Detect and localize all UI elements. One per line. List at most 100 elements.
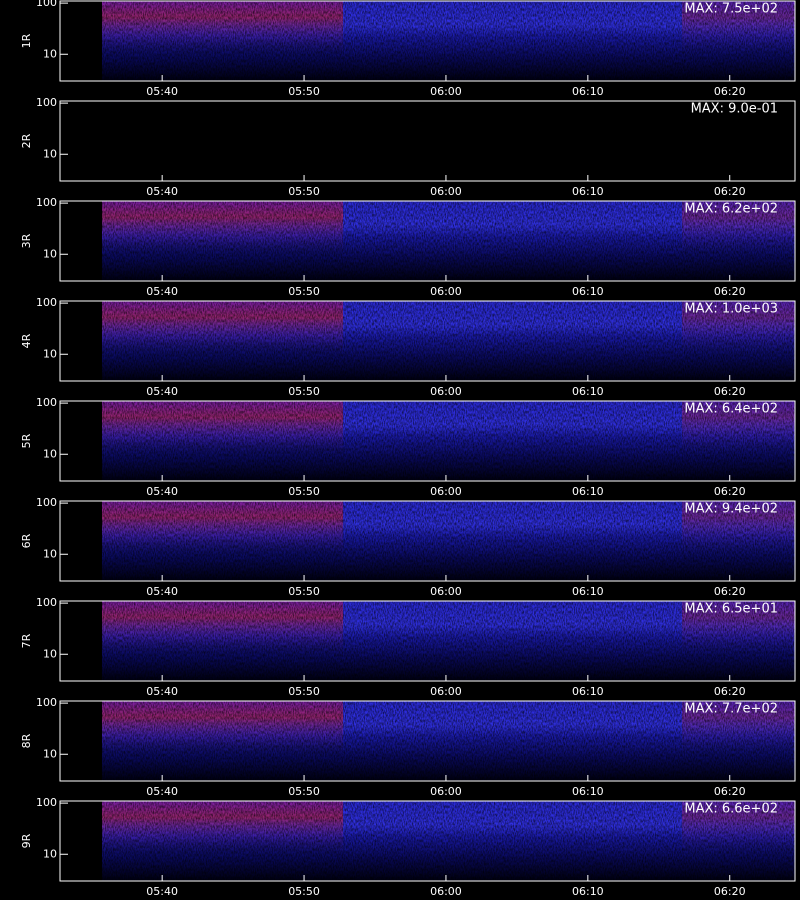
y-tick-label: 100 <box>36 0 57 9</box>
x-tick-label: 05:50 <box>288 785 320 798</box>
spectrogram-texture <box>102 601 795 681</box>
max-annotation: MAX: 7.7e+02 <box>684 702 778 717</box>
x-tick-label: 06:20 <box>714 885 746 898</box>
x-tick-label: 05:40 <box>146 285 178 298</box>
panel: 10 100 05:40 05:50 06:00 06:10 06:20 3R MAX: 6.2… <box>20 196 796 298</box>
y-tick-label: 10 <box>43 747 57 760</box>
spectrogram-texture <box>102 1 795 81</box>
max-annotation: MAX: 6.2e+02 <box>684 202 778 217</box>
y-axis-label: 8R <box>20 733 33 748</box>
x-tick-label: 06:00 <box>430 585 462 598</box>
max-annotation: MAX: 6.4e+02 <box>684 402 778 417</box>
y-tick-label: 10 <box>43 447 57 460</box>
y-tick-label: 100 <box>36 396 57 409</box>
spectrogram-texture <box>102 401 795 481</box>
y-tick-label: 100 <box>36 596 57 609</box>
y-axis-label: 1R <box>20 33 33 48</box>
max-annotation: MAX: 6.5e+01 <box>684 602 778 617</box>
x-tick-label: 06:00 <box>430 785 462 798</box>
y-axis-label: 6R <box>20 533 33 548</box>
x-tick-label: 06:10 <box>572 885 604 898</box>
x-tick-label: 06:10 <box>572 385 604 398</box>
plot-frame <box>59 100 796 182</box>
x-tick-label: 06:20 <box>714 185 746 198</box>
x-tick-label: 06:00 <box>430 385 462 398</box>
max-annotation: MAX: 6.6e+02 <box>684 802 778 817</box>
x-tick-label: 06:20 <box>714 285 746 298</box>
spectrogram-texture <box>102 801 795 881</box>
spectrogram-texture <box>102 301 795 381</box>
x-tick-label: 06:10 <box>572 685 604 698</box>
y-tick-label: 10 <box>43 647 57 660</box>
plot-area <box>60 101 795 181</box>
panel: 10 100 05:40 05:50 06:00 06:10 06:20 6R MAX: 9.4… <box>20 496 796 598</box>
y-tick-label: 100 <box>36 796 57 809</box>
plot-frame <box>59 500 796 582</box>
x-tick-label: 06:00 <box>430 285 462 298</box>
y-axis-label: 2R <box>20 133 33 148</box>
max-annotation: MAX: 9.0e-01 <box>691 102 778 117</box>
x-tick-label: 05:50 <box>288 685 320 698</box>
plot-frame <box>59 0 796 82</box>
plot-frame <box>59 700 796 782</box>
y-tick-label: 100 <box>36 296 57 309</box>
y-axis-label: 3R <box>20 233 33 248</box>
y-tick-label: 100 <box>36 196 57 209</box>
x-tick-label: 06:20 <box>714 485 746 498</box>
panel: 10 100 05:40 05:50 06:00 06:10 06:20 2R MAX: 9.0… <box>20 96 796 198</box>
y-axis-label: 7R <box>20 633 33 648</box>
x-tick-label: 06:20 <box>714 785 746 798</box>
plot-frame <box>59 800 796 882</box>
x-tick-label: 06:00 <box>430 885 462 898</box>
x-tick-label: 05:50 <box>288 485 320 498</box>
x-tick-label: 05:50 <box>288 385 320 398</box>
panel: 10 100 05:40 05:50 06:00 06:10 06:20 7R MAX: 6.5… <box>20 596 796 698</box>
spectrogram-texture <box>102 501 795 581</box>
x-tick-label: 06:10 <box>572 185 604 198</box>
x-tick-label: 06:20 <box>714 585 746 598</box>
x-tick-label: 05:40 <box>146 685 178 698</box>
x-tick-label: 05:40 <box>146 185 178 198</box>
x-tick-label: 05:50 <box>288 885 320 898</box>
panel: 10 100 05:40 05:50 06:00 06:10 06:20 5R MAX: 6.4… <box>20 396 796 498</box>
x-tick-label: 06:20 <box>714 685 746 698</box>
x-tick-label: 06:20 <box>714 85 746 98</box>
x-tick-label: 06:00 <box>430 85 462 98</box>
x-tick-label: 05:50 <box>288 585 320 598</box>
y-tick-label: 10 <box>43 847 57 860</box>
y-tick-label: 100 <box>36 496 57 509</box>
y-tick-label: 10 <box>43 47 57 60</box>
x-tick-label: 05:40 <box>146 85 178 98</box>
x-tick-label: 06:00 <box>430 485 462 498</box>
x-tick-label: 06:20 <box>714 385 746 398</box>
max-annotation: MAX: 7.5e+02 <box>684 2 778 17</box>
x-tick-label: 06:00 <box>430 185 462 198</box>
panel: 10 100 05:40 05:50 06:00 06:10 06:20 9R MAX: 6.6… <box>20 796 796 898</box>
y-axis-label: 9R <box>20 833 33 848</box>
plot-frame <box>59 400 796 482</box>
spectrogram-texture <box>102 701 795 781</box>
y-axis-label: 5R <box>20 433 33 448</box>
spectrogram-texture <box>102 201 795 281</box>
plot-frame <box>59 600 796 682</box>
x-tick-label: 05:40 <box>146 485 178 498</box>
max-annotation: MAX: 9.4e+02 <box>684 502 778 517</box>
y-tick-label: 100 <box>36 96 57 109</box>
max-annotation: MAX: 1.0e+03 <box>684 302 778 317</box>
x-tick-label: 05:50 <box>288 185 320 198</box>
x-tick-label: 05:50 <box>288 85 320 98</box>
y-tick-label: 10 <box>43 247 57 260</box>
x-tick-label: 05:40 <box>146 385 178 398</box>
x-tick-label: 05:50 <box>288 285 320 298</box>
y-tick-label: 10 <box>43 147 57 160</box>
x-tick-label: 06:10 <box>572 785 604 798</box>
y-tick-label: 100 <box>36 696 57 709</box>
x-tick-label: 06:00 <box>430 685 462 698</box>
x-tick-label: 06:10 <box>572 85 604 98</box>
plot-frame <box>59 300 796 382</box>
plot-frame <box>59 200 796 282</box>
x-tick-label: 05:40 <box>146 785 178 798</box>
panel: 10 100 05:40 05:50 06:00 06:10 06:20 4R MAX: 1.0… <box>20 296 796 398</box>
